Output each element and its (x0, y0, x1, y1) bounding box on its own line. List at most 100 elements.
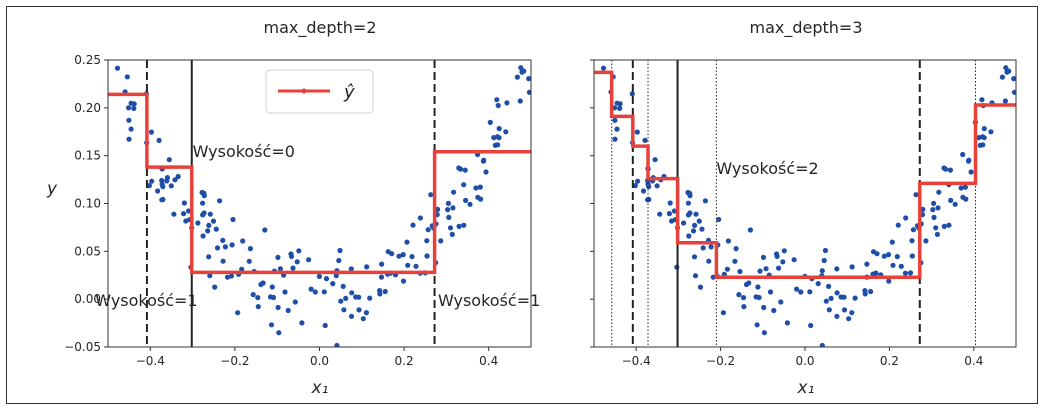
data-point (815, 281, 821, 287)
data-point (481, 157, 487, 163)
data-point (424, 238, 430, 244)
data-point (781, 248, 787, 254)
x-tick-label: 0.0 (795, 354, 814, 368)
data-point (246, 258, 252, 264)
data-point (207, 273, 213, 279)
data-point (323, 276, 330, 282)
data-point (808, 322, 814, 329)
y-tick-label: 0.15 (74, 149, 101, 163)
data-point (952, 201, 958, 207)
data-point (461, 222, 467, 228)
data-point (923, 238, 929, 244)
data-point (308, 286, 314, 292)
data-point (290, 265, 296, 271)
y-tick-label: 0.05 (74, 244, 101, 258)
data-point (693, 211, 699, 217)
data-point (445, 207, 451, 213)
data-point (778, 299, 784, 305)
data-point (262, 227, 268, 233)
data-point (396, 253, 402, 259)
data-point (385, 249, 391, 255)
data-point (477, 184, 483, 190)
data-point (980, 142, 986, 148)
data-point (976, 135, 982, 141)
chart-title: max_depth=2 (263, 18, 376, 38)
data-point (903, 215, 909, 221)
data-point (405, 262, 411, 268)
data-point (438, 238, 444, 244)
data-point (881, 253, 887, 259)
data-point (181, 211, 187, 217)
data-point (155, 188, 161, 194)
data-point (491, 135, 497, 141)
data-point (958, 185, 964, 191)
data-point (463, 197, 469, 203)
data-point (1011, 54, 1016, 59)
data-point (148, 129, 154, 135)
annotation: Wysokość=1 (95, 291, 197, 310)
data-point (716, 216, 722, 223)
data-point (296, 248, 302, 254)
annotation: Wysokość=2 (716, 159, 818, 178)
data-point (934, 231, 941, 237)
data-point (909, 253, 915, 259)
data-point (767, 289, 774, 295)
data-point (277, 266, 283, 272)
data-point (341, 307, 347, 313)
data-point (895, 222, 901, 228)
data-point (400, 278, 407, 284)
data-point (322, 322, 328, 329)
data-point (413, 263, 419, 269)
data-point (828, 295, 834, 301)
data-point (612, 117, 618, 123)
data-point (356, 294, 362, 300)
data-point (736, 292, 742, 298)
data-point (146, 183, 152, 189)
data-point (292, 299, 298, 305)
data-point (629, 91, 635, 97)
data-point (235, 310, 241, 316)
data-point (285, 307, 291, 314)
data-point (685, 212, 692, 218)
data-point (696, 218, 702, 224)
data-point (864, 261, 870, 267)
data-point (473, 185, 479, 191)
data-point (183, 218, 189, 224)
data-point (931, 214, 937, 220)
data-point (935, 205, 941, 211)
data-point (667, 200, 673, 206)
data-point (671, 208, 678, 214)
data-point (428, 192, 434, 198)
data-point (520, 31, 525, 36)
data-point (447, 225, 454, 231)
data-point (483, 169, 489, 175)
data-point (913, 192, 919, 198)
x-tick-label: 0.0 (310, 354, 329, 368)
data-point (946, 222, 952, 228)
data-point (654, 183, 660, 189)
data-point (224, 274, 231, 280)
data-point (217, 198, 223, 204)
data-point (333, 273, 339, 279)
data-point (109, 47, 114, 52)
data-point (343, 295, 349, 301)
data-point (640, 188, 647, 194)
data-point (114, 65, 121, 71)
data-point (316, 273, 322, 279)
data-point (275, 254, 281, 260)
data-point (348, 313, 355, 319)
data-point (382, 288, 388, 295)
data-point (503, 129, 509, 135)
y-tick-label: −0.05 (64, 340, 101, 354)
data-point (445, 200, 451, 206)
data-point (757, 268, 763, 274)
data-point (201, 190, 207, 196)
data-point (160, 196, 166, 203)
data-point (834, 266, 840, 272)
data-point (807, 289, 813, 295)
data-point (306, 257, 312, 263)
data-point (962, 184, 969, 190)
data-point (834, 290, 840, 296)
data-point (149, 178, 155, 184)
